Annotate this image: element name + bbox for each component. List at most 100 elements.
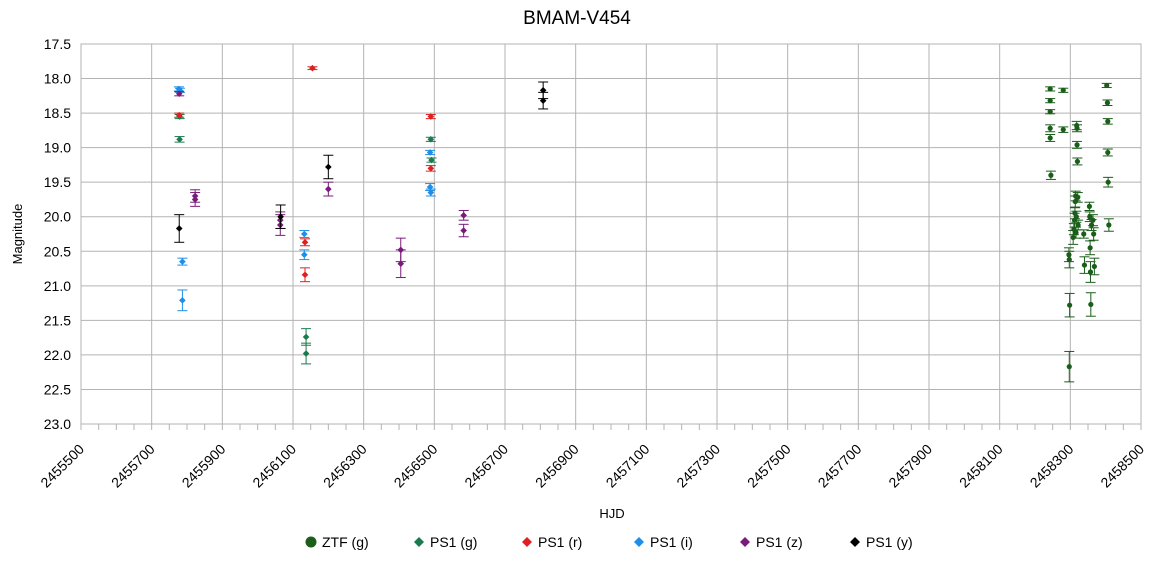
chart-title: BMAM-V454 bbox=[523, 8, 631, 29]
data-point-ztf-g bbox=[1047, 86, 1053, 92]
data-point-ztf-g bbox=[1086, 203, 1093, 209]
legend-label: PS1 (y) bbox=[866, 534, 913, 550]
data-point-ztf-g bbox=[1070, 234, 1076, 241]
data-point-ps1-z bbox=[175, 90, 183, 98]
x-tick-label: 2458500 bbox=[1097, 441, 1147, 491]
data-point-ps1-y bbox=[277, 213, 284, 221]
x-tick-label: 2456100 bbox=[249, 441, 299, 491]
data-point-ps1-z bbox=[460, 227, 467, 234]
data-point-ps1-y bbox=[325, 163, 332, 171]
y-tick-label: 17.5 bbox=[44, 36, 71, 52]
legend-label: PS1 (i) bbox=[650, 534, 693, 550]
data-point-ztf-g bbox=[1074, 158, 1080, 165]
data-point-ztf-g bbox=[1072, 198, 1078, 205]
data-point-ps1-y bbox=[175, 225, 183, 232]
data-point-ps1-z bbox=[397, 260, 405, 268]
x-tick-label: 2457300 bbox=[673, 441, 723, 491]
x-tick-label: 2456300 bbox=[320, 441, 370, 491]
data-point-ztf-g bbox=[1091, 263, 1097, 270]
data-point-ps1-i bbox=[301, 251, 308, 259]
data-point-ztf-g bbox=[1047, 125, 1053, 131]
data-point-ps1-g bbox=[428, 156, 435, 164]
data-point-ps1-i bbox=[427, 189, 435, 196]
data-point-ztf-g bbox=[1074, 142, 1080, 148]
data-point-ps1-z bbox=[191, 196, 199, 203]
data-point-ztf-g bbox=[1087, 214, 1093, 220]
x-tick-label: 2455700 bbox=[108, 441, 158, 491]
data-point-ztf-g bbox=[1074, 125, 1080, 131]
plot-border bbox=[80, 43, 1142, 425]
y-tick-label: 19.0 bbox=[44, 140, 71, 156]
data-point-ztf-g bbox=[1104, 100, 1111, 106]
data-point-ps1-i bbox=[301, 230, 308, 238]
data-point-ps1-r bbox=[427, 113, 435, 120]
legend-label: PS1 (g) bbox=[430, 534, 477, 550]
data-point-ps1-z bbox=[460, 212, 467, 219]
data-point-ztf-g bbox=[1105, 149, 1111, 156]
data-point-ztf-g bbox=[1067, 302, 1073, 308]
data-point-ps1-i bbox=[176, 86, 184, 94]
data-point-ztf-g bbox=[1081, 262, 1088, 268]
data-point-ztf-g bbox=[1048, 172, 1054, 178]
x-tick-label: 2458300 bbox=[1027, 441, 1077, 491]
data-point-ps1-r bbox=[309, 64, 316, 72]
data-point-ztf-g bbox=[1066, 256, 1072, 263]
x-tick-label: 2457500 bbox=[744, 441, 794, 491]
y-tick-label: 20.0 bbox=[44, 209, 71, 225]
y-tick-label: 18.0 bbox=[44, 71, 71, 87]
data-point-ps1-i bbox=[179, 258, 186, 265]
legend-marker bbox=[305, 536, 317, 548]
data-point-ps1-r bbox=[427, 165, 435, 172]
grid bbox=[80, 43, 1142, 425]
data-point-ps1-g bbox=[302, 333, 310, 341]
y-tick-label: 19.5 bbox=[44, 174, 71, 190]
legend-marker bbox=[740, 537, 750, 547]
data-point-ztf-g bbox=[1081, 231, 1087, 237]
legend-label: ZTF (g) bbox=[322, 534, 369, 550]
legend: ZTF (g) PS1 (g) PS1 (r) PS1 (i) PS1 (z) PS1 (… bbox=[305, 534, 913, 550]
data-point-ztf-g bbox=[1106, 222, 1112, 228]
y-tick-label: 21.0 bbox=[44, 278, 71, 294]
data-point-ztf-g bbox=[1066, 364, 1072, 370]
data-point-ps1-i bbox=[179, 297, 186, 304]
legend-marker bbox=[414, 537, 424, 547]
data-point-ztf-g bbox=[1091, 231, 1097, 237]
data-point-ps1-g bbox=[427, 136, 435, 143]
x-tick-label: 2457700 bbox=[815, 441, 865, 491]
data-point-ps1-r bbox=[175, 111, 183, 119]
data-point-ztf-g bbox=[1073, 214, 1079, 220]
legend-label: PS1 (z) bbox=[756, 534, 803, 550]
x-tick-label: 2456700 bbox=[461, 441, 511, 491]
data-point-ps1-r bbox=[301, 238, 309, 246]
legend-marker bbox=[850, 537, 860, 547]
data-point-ztf-g bbox=[1047, 98, 1053, 104]
x-tick-label: 2455900 bbox=[179, 441, 229, 491]
data-point-ztf-g bbox=[1087, 245, 1093, 251]
legend-marker bbox=[634, 537, 644, 547]
data-point-ztf-g bbox=[1075, 222, 1081, 228]
data-point-ztf-g bbox=[1105, 179, 1111, 185]
data-point-ztf-g bbox=[1047, 135, 1053, 141]
data-point-ps1-i bbox=[426, 149, 434, 156]
x-tick-label: 2457900 bbox=[885, 441, 935, 491]
data-point-ps1-y bbox=[539, 97, 547, 104]
data-point-ztf-g bbox=[1060, 87, 1066, 93]
x-tick-label: 2456500 bbox=[391, 441, 441, 491]
legend-marker bbox=[522, 537, 532, 547]
data-point-ztf-g bbox=[1088, 301, 1094, 308]
y-axis-label: Magnitude bbox=[10, 204, 25, 265]
data-point-ztf-g bbox=[1090, 217, 1096, 223]
x-tick-label: 2455500 bbox=[37, 441, 87, 491]
y-tick-label: 22.0 bbox=[44, 347, 71, 363]
data-point-ztf-g bbox=[1047, 109, 1053, 115]
y-tick-label: 23.0 bbox=[44, 416, 71, 432]
data-point-ztf-g bbox=[1060, 127, 1066, 133]
x-tick-label: 2456900 bbox=[532, 441, 582, 491]
y-tick-label: 21.5 bbox=[44, 312, 71, 328]
data-point-ps1-r bbox=[301, 271, 309, 279]
x-tick-label: 2458100 bbox=[956, 441, 1006, 491]
data-point-ps1-g bbox=[176, 136, 183, 143]
data-point-ztf-g bbox=[1105, 118, 1111, 124]
plot-area bbox=[173, 64, 1114, 383]
